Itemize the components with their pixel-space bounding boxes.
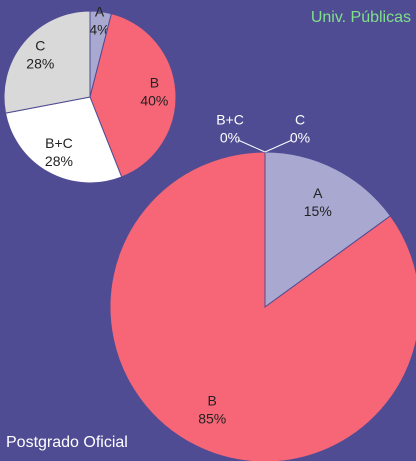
- slice-label: A: [313, 185, 323, 201]
- leader-line: [264, 139, 293, 153]
- pie-slice: [89, 13, 177, 178]
- slice-label: A: [95, 4, 105, 20]
- slice-value-label: 85%: [198, 410, 226, 426]
- slice-value-label: 28%: [26, 56, 54, 72]
- pie-slice: [3, 10, 91, 114]
- slice-value-label: 0%: [290, 130, 310, 146]
- slice-label: B+C: [216, 112, 244, 128]
- slice-label: C: [295, 112, 305, 128]
- slice-value-label: 4%: [89, 22, 109, 38]
- slice-label: C: [35, 38, 45, 54]
- chart-title: Univ. Públicas: [311, 9, 411, 26]
- slice-value-label: 40%: [140, 93, 168, 109]
- leader-line: [237, 139, 266, 153]
- slice-label: B: [208, 392, 217, 408]
- pie-slice: [264, 151, 392, 308]
- slice-label: B: [150, 75, 159, 91]
- pie-slice: [4, 96, 123, 184]
- slice-value-label: 15%: [304, 203, 332, 219]
- chart-title: Postgrado Oficial: [6, 434, 128, 451]
- pie-slice: [109, 151, 416, 461]
- slice-value-label: 0%: [220, 130, 240, 146]
- slice-label: B+C: [45, 135, 73, 151]
- slice-value-label: 28%: [45, 153, 73, 169]
